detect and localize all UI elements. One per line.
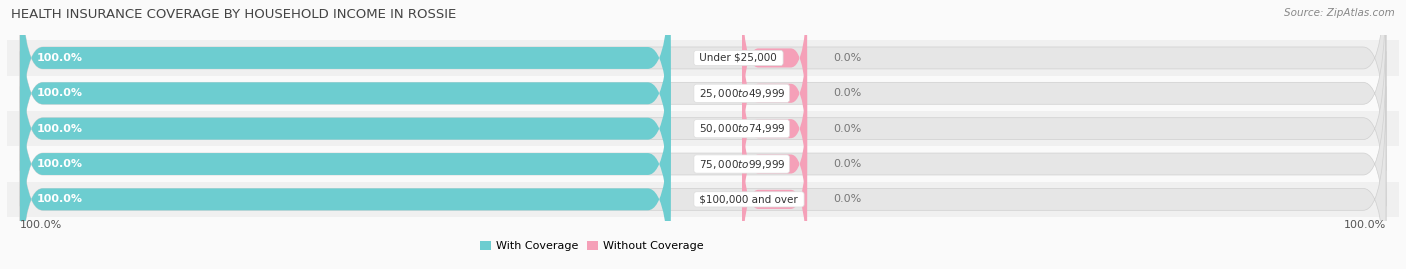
Text: 0.0%: 0.0% (834, 53, 862, 63)
FancyBboxPatch shape (20, 16, 671, 242)
Text: 0.0%: 0.0% (834, 194, 862, 204)
Text: HEALTH INSURANCE COVERAGE BY HOUSEHOLD INCOME IN ROSSIE: HEALTH INSURANCE COVERAGE BY HOUSEHOLD I… (11, 8, 457, 21)
Text: $25,000 to $49,999: $25,000 to $49,999 (696, 87, 787, 100)
FancyBboxPatch shape (742, 15, 807, 172)
Text: 0.0%: 0.0% (834, 124, 862, 134)
FancyBboxPatch shape (20, 16, 1386, 242)
FancyBboxPatch shape (742, 0, 807, 137)
Text: 100.0%: 100.0% (1344, 220, 1386, 230)
FancyBboxPatch shape (20, 0, 1386, 171)
FancyBboxPatch shape (20, 0, 671, 171)
Text: 100.0%: 100.0% (37, 159, 83, 169)
Text: 100.0%: 100.0% (20, 220, 62, 230)
Text: Under $25,000: Under $25,000 (696, 53, 780, 63)
FancyBboxPatch shape (20, 0, 671, 206)
FancyBboxPatch shape (20, 51, 1386, 269)
FancyBboxPatch shape (20, 51, 671, 269)
FancyBboxPatch shape (742, 50, 807, 207)
Legend: With Coverage, Without Coverage: With Coverage, Without Coverage (475, 236, 707, 256)
Bar (7, 146, 1399, 182)
Text: $100,000 and over: $100,000 and over (696, 194, 801, 204)
Text: 0.0%: 0.0% (834, 159, 862, 169)
Text: Source: ZipAtlas.com: Source: ZipAtlas.com (1284, 8, 1395, 18)
Text: $75,000 to $99,999: $75,000 to $99,999 (696, 158, 787, 171)
FancyBboxPatch shape (742, 121, 807, 269)
Bar (7, 182, 1399, 217)
FancyBboxPatch shape (20, 87, 1386, 269)
FancyBboxPatch shape (20, 87, 671, 269)
Bar (7, 76, 1399, 111)
FancyBboxPatch shape (742, 85, 807, 243)
Bar (7, 40, 1399, 76)
Text: 100.0%: 100.0% (37, 124, 83, 134)
Text: 100.0%: 100.0% (37, 88, 83, 98)
Text: 100.0%: 100.0% (37, 194, 83, 204)
Text: $50,000 to $74,999: $50,000 to $74,999 (696, 122, 787, 135)
FancyBboxPatch shape (20, 0, 1386, 206)
Text: 100.0%: 100.0% (37, 53, 83, 63)
Text: 0.0%: 0.0% (834, 88, 862, 98)
Bar (7, 111, 1399, 146)
